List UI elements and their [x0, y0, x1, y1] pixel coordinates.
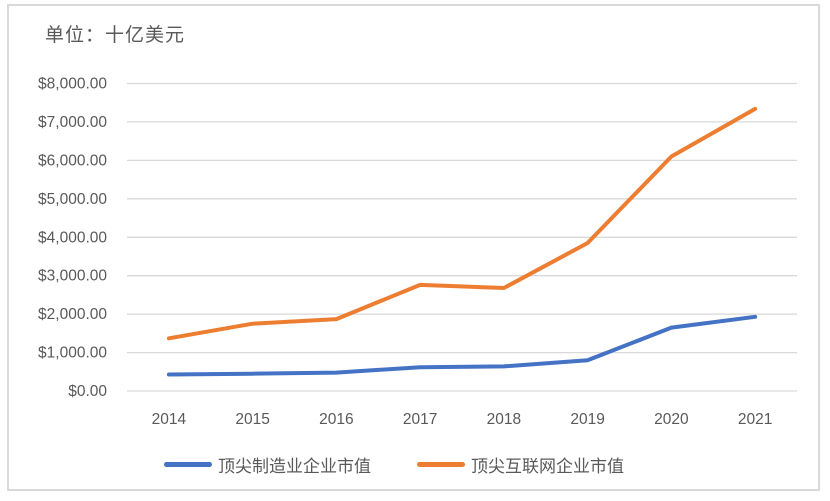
series-line-manufacturing: [166, 314, 758, 377]
x-axis-tick-label: 2014: [152, 411, 187, 428]
legend-swatch-internet-line-icon: [417, 462, 465, 467]
y-axis-tick-label: $6,000.00: [38, 152, 107, 169]
x-axis-tick-label: 2015: [235, 411, 269, 428]
y-axis-tick-label: $1,000.00: [38, 345, 107, 362]
y-axis-tick-label: $0.00: [68, 383, 107, 400]
y-axis-tick-label: $5,000.00: [38, 191, 107, 208]
x-axis-tick-label: 2018: [487, 411, 521, 428]
y-axis-tick-label: $2,000.00: [38, 306, 107, 323]
y-axis-tick-label: $8,000.00: [38, 76, 107, 93]
x-axis-tick-label: 2021: [738, 411, 772, 428]
legend-item-manufacturing: 顶尖制造业企业市值: [164, 452, 371, 477]
y-axis-tick-label: $7,000.00: [38, 114, 107, 131]
y-axis-tick-label: $3,000.00: [38, 268, 107, 285]
legend-item-internet: 顶尖互联网企业市值: [417, 452, 624, 477]
unit-label: 单位：十亿美元: [45, 25, 186, 46]
legend-label-internet: 顶尖互联网企业市值: [471, 457, 624, 476]
x-axis-tick-label: 2017: [403, 411, 437, 428]
legend-swatch-manufacturing-line-icon: [164, 462, 212, 467]
legend: 顶尖制造业企业市值 顶尖互联网企业市值: [164, 452, 624, 477]
series-line-internet: [166, 106, 758, 341]
legend-label-manufacturing: 顶尖制造业企业市值: [218, 457, 371, 476]
chart-outer-border: [7, 4, 820, 491]
x-axis-tick-label: 2019: [570, 411, 604, 428]
x-axis-tick-label: 2016: [319, 411, 353, 428]
y-axis-tick-label: $4,000.00: [38, 229, 107, 246]
x-axis-tick-label: 2020: [654, 411, 689, 428]
